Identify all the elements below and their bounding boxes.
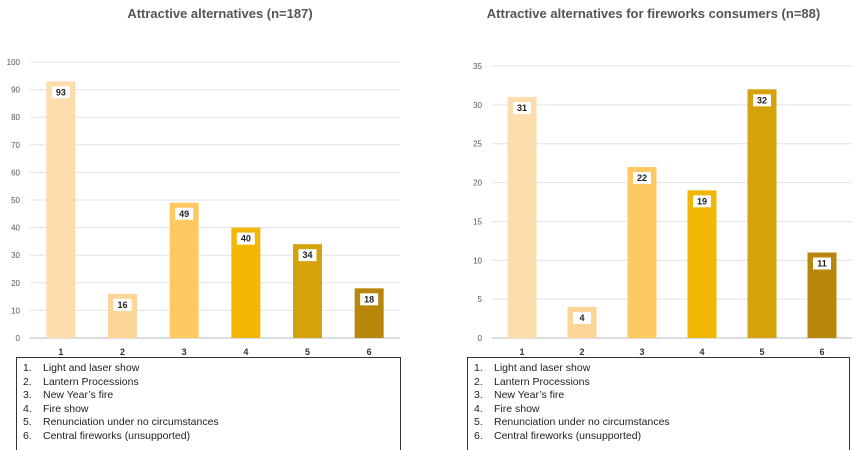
legend-item: 4. Fire show (474, 402, 540, 415)
data-label: 31 (517, 103, 527, 113)
x-tick-label: 2 (120, 347, 125, 357)
legend-item: 5. Renunciation under no circumstances (23, 416, 219, 428)
x-tick-label: 4 (699, 347, 704, 357)
legend-item: 2. Lantern Processions (23, 375, 139, 388)
bar (46, 81, 76, 338)
data-label: 4 (579, 313, 584, 323)
x-tick-label: 3 (182, 347, 187, 357)
y-tick-label: 10 (473, 256, 482, 265)
category-legend: 1. Light and laser show 2. Lantern Process… (467, 357, 850, 450)
y-tick-label: 30 (473, 101, 482, 110)
category-legend: 1. Light and laser show 2. Lantern Process… (16, 357, 401, 450)
data-label: 40 (241, 234, 251, 244)
y-tick-label: 0 (478, 334, 483, 343)
y-tick-label: 70 (11, 141, 20, 150)
legend-item: 6. Central fireworks (unsupported) (23, 429, 191, 442)
data-label: 19 (697, 196, 707, 206)
legend-item: 1. Light and laser show (474, 362, 591, 374)
y-tick-label: 10 (11, 306, 20, 315)
data-label-box (175, 207, 194, 220)
y-tick-label: 50 (11, 196, 20, 205)
bar (169, 202, 199, 338)
data-label-box (513, 102, 531, 115)
y-tick-label: 20 (11, 279, 20, 288)
chart-title: Attractive alternatives for fireworks co… (486, 6, 821, 21)
data-label: 32 (757, 95, 767, 105)
y-tick-label: 15 (473, 217, 482, 226)
x-tick-label: 1 (58, 347, 63, 357)
data-label: 93 (56, 87, 66, 97)
y-tick-label: 90 (11, 86, 20, 95)
chart-title: Attractive alternatives (n=187) (127, 6, 313, 21)
y-tick-label: 40 (11, 224, 20, 233)
data-label-box (753, 94, 771, 107)
y-tick-label: 0 (16, 334, 21, 343)
y-tick-label: 60 (11, 168, 20, 177)
x-tick-label: 6 (819, 347, 824, 357)
bar (507, 97, 537, 338)
y-tick-label: 5 (478, 295, 483, 304)
data-label: 11 (817, 259, 827, 269)
legend-item: 2. Lantern Processions (474, 375, 590, 388)
y-tick-label: 80 (11, 113, 20, 122)
bar (687, 190, 717, 338)
data-label: 18 (364, 294, 374, 304)
data-label-box (113, 298, 132, 311)
legend-item: 1. Light and laser show (23, 362, 140, 374)
x-tick-label: 2 (579, 347, 584, 357)
x-tick-label: 5 (759, 347, 764, 357)
x-tick-label: 1 (519, 347, 524, 357)
x-tick-label: 5 (305, 347, 310, 357)
x-tick-label: 6 (367, 347, 372, 357)
data-label-box (51, 86, 70, 99)
y-tick-label: 100 (7, 58, 21, 67)
data-label: 34 (302, 250, 312, 260)
x-tick-label: 4 (243, 347, 248, 357)
data-label: 22 (637, 173, 647, 183)
legend-item: 6. Central fireworks (unsupported) (474, 429, 642, 442)
data-label-box (633, 172, 651, 185)
data-label: 16 (117, 300, 127, 310)
y-tick-label: 20 (473, 179, 482, 188)
y-tick-label: 25 (473, 140, 482, 149)
legend-item: 5. Renunciation under no circumstances (474, 416, 670, 428)
data-label-box (813, 257, 831, 270)
legend-item: 3. New Year’s fire (23, 389, 114, 401)
chart-panel-right: Attractive alternatives for fireworks co… (440, 0, 857, 450)
y-tick-label: 35 (473, 62, 482, 71)
bar (747, 89, 777, 338)
legend-item: 4. Fire show (23, 402, 89, 415)
y-tick-label: 30 (11, 251, 20, 260)
bar (231, 227, 261, 338)
bar-chart-left: 0 10 20 30 40 50 60 70 80 90 100 93 1 16 2 49 3 40 4 34 5 18 6 (7, 58, 400, 357)
bar (627, 167, 657, 338)
legend-item: 3. New Year’s fire (474, 389, 565, 401)
data-label-box (573, 311, 591, 324)
data-label: 49 (179, 209, 189, 219)
x-tick-label: 3 (639, 347, 644, 357)
data-label-box (360, 293, 379, 306)
chart-panel-left: Attractive alternatives (n=187) 0 10 20 30 4… (0, 0, 420, 450)
data-label-box (693, 195, 711, 208)
data-label-box (236, 232, 255, 245)
data-label-box (298, 249, 317, 262)
